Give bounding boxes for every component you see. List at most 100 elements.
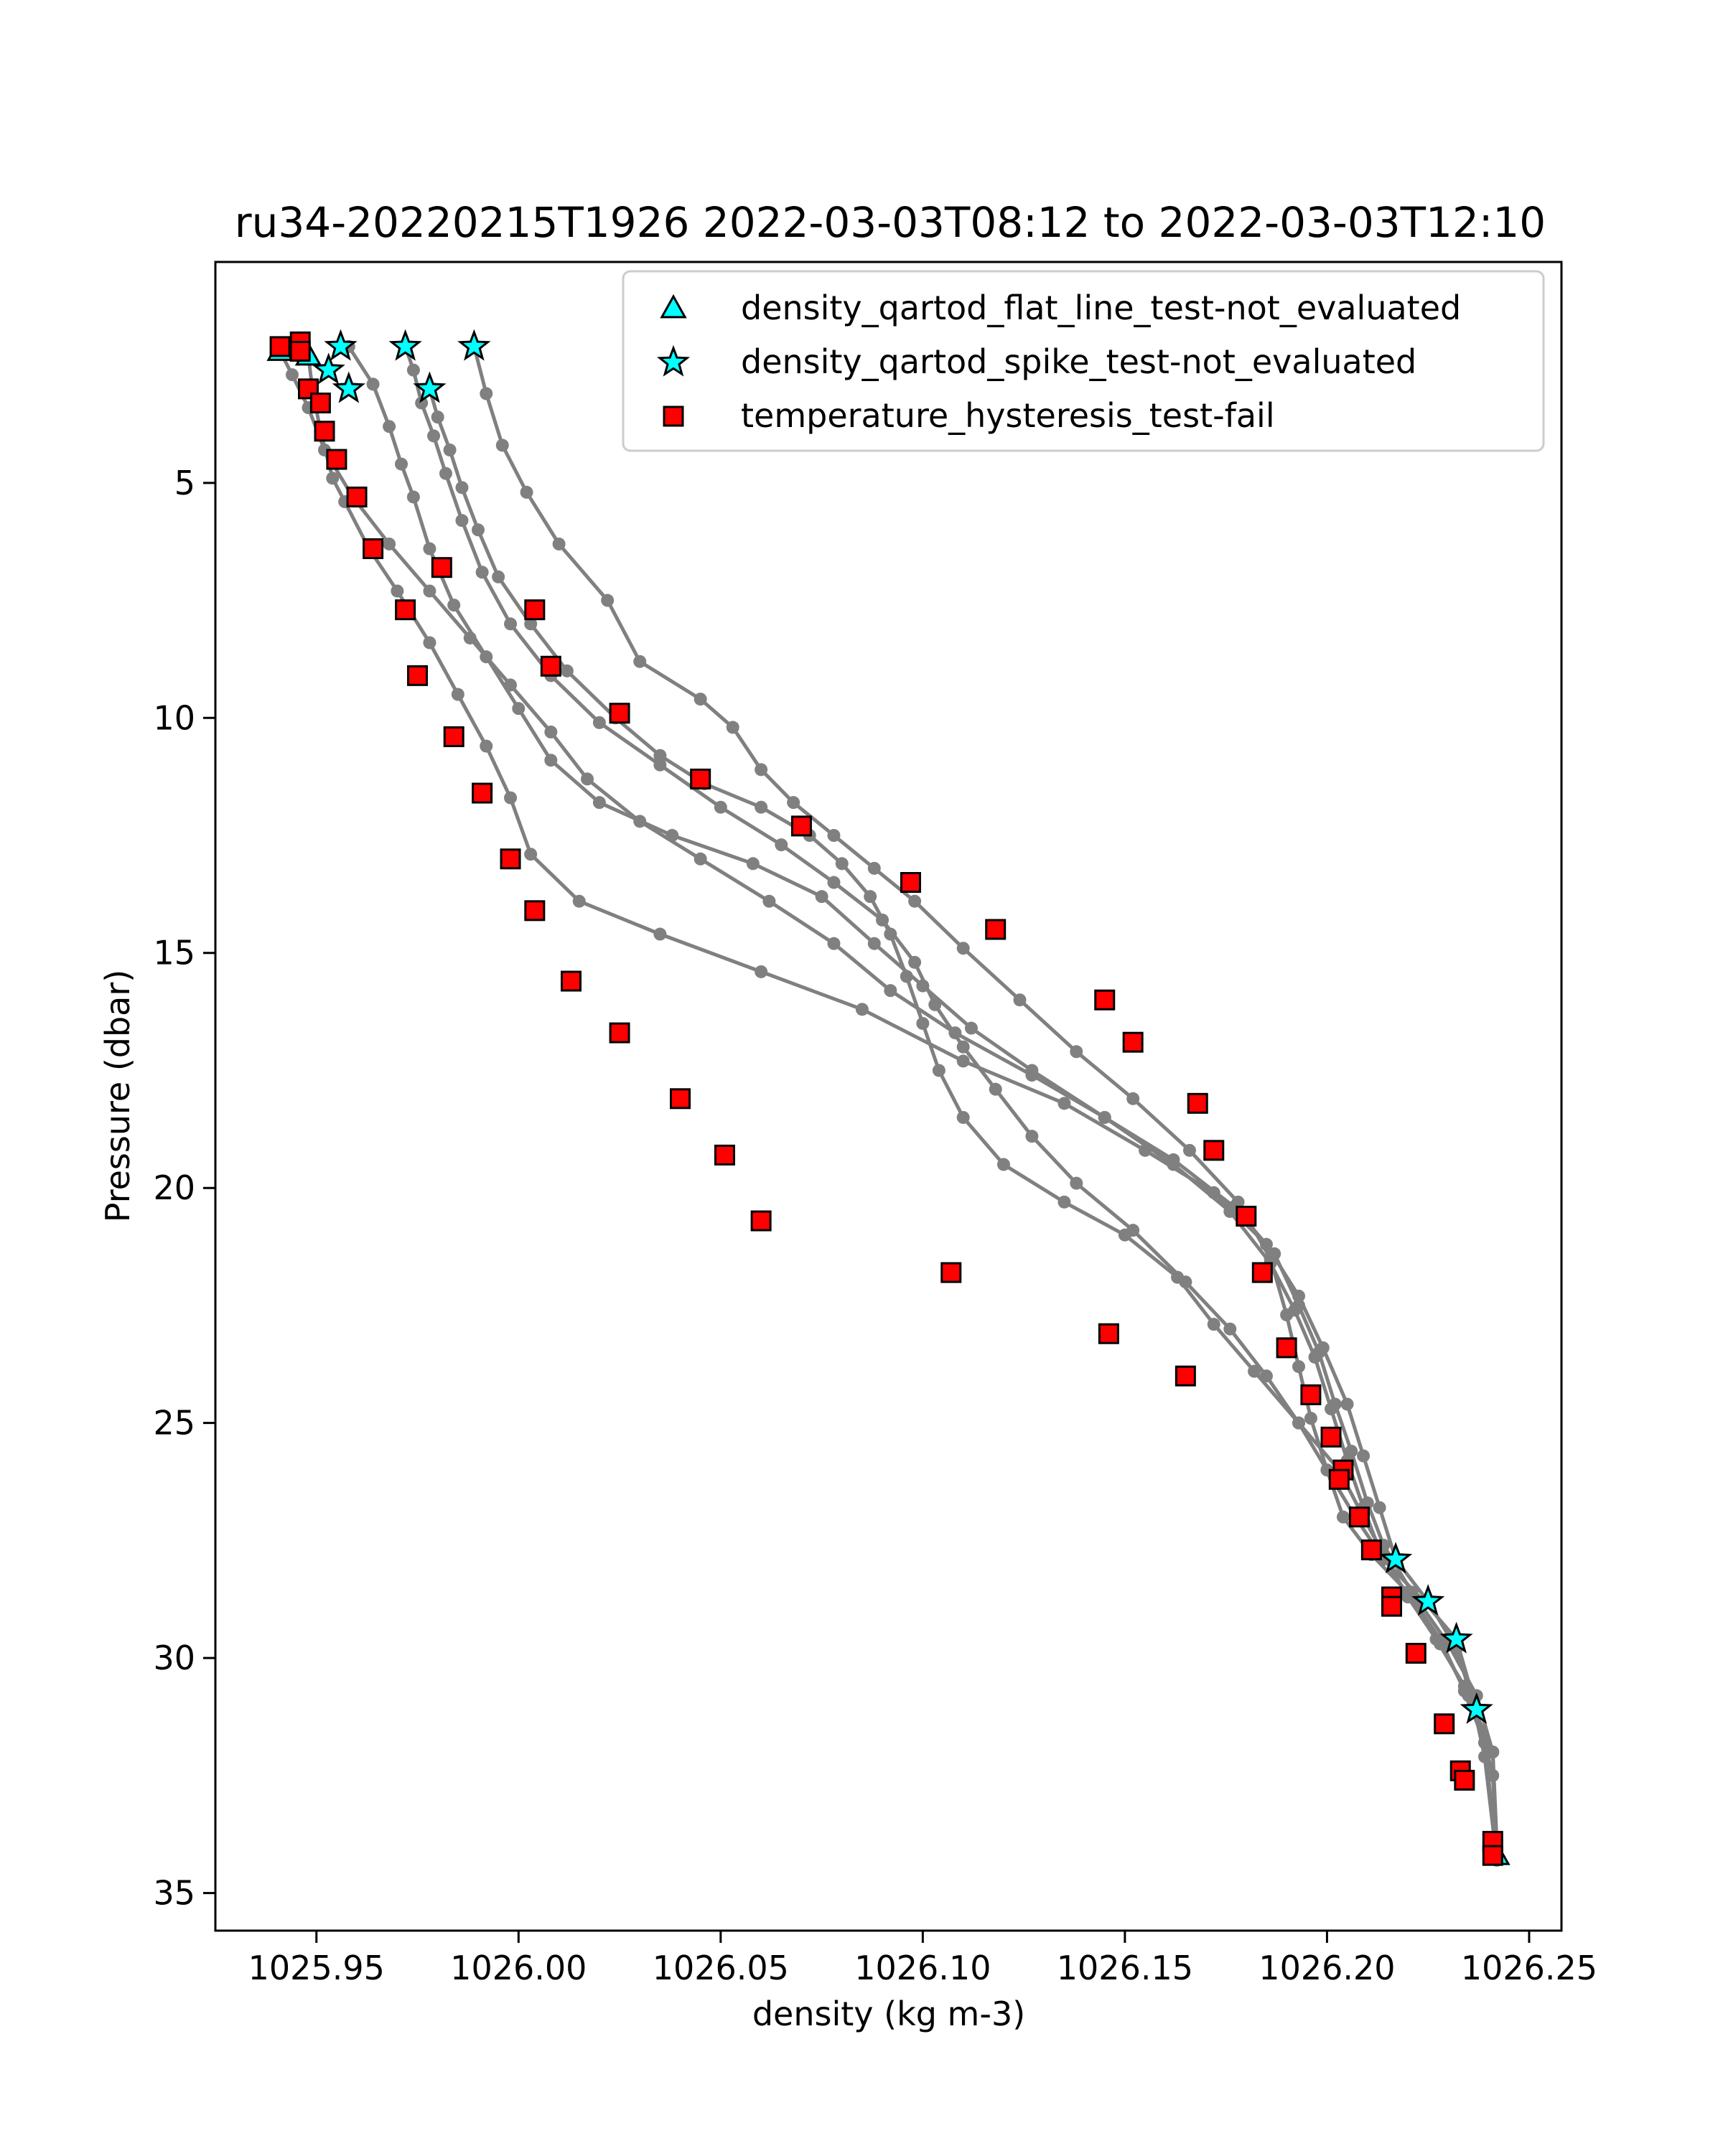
x-tick-label: 1026.15: [1057, 1949, 1193, 1987]
marker-square: [750, 1210, 772, 1232]
profile-point: [423, 542, 436, 556]
marker-star: [1379, 1542, 1413, 1574]
legend-label-hysteresis: temperature_hysteresis_test-fail: [741, 396, 1275, 435]
profile-point: [480, 650, 493, 664]
profile-point: [827, 937, 841, 950]
profile-point: [908, 894, 922, 908]
marker-square: [560, 970, 582, 992]
x-tick-label: 1026.05: [653, 1949, 789, 1987]
marker-square: [940, 1262, 962, 1283]
marker-square: [1360, 1539, 1382, 1561]
profile-point: [1182, 1143, 1196, 1157]
profile-point: [1057, 1097, 1071, 1110]
marker-square: [1320, 1426, 1342, 1448]
profile-point: [1025, 1130, 1039, 1143]
profile-point: [815, 890, 828, 904]
marker-square: [395, 599, 416, 621]
marker-square: [714, 1144, 735, 1166]
marker-square: [363, 538, 384, 560]
marker-square: [309, 392, 331, 413]
legend-label-spike: density_qartod_spike_test-not_evaluated: [741, 342, 1416, 381]
profile-point: [755, 763, 768, 777]
profile-point: [1264, 1252, 1277, 1265]
profile-point: [1373, 1501, 1386, 1514]
profile-point: [471, 523, 485, 537]
profile-point: [475, 566, 489, 579]
marker-square: [1236, 1206, 1257, 1227]
y-tick-label: 25: [153, 1404, 195, 1443]
marker-square: [269, 336, 291, 357]
profile-point: [867, 861, 881, 875]
profile-point: [391, 584, 404, 598]
profile-point: [867, 937, 881, 950]
profile-point: [415, 396, 429, 410]
marker-square: [431, 557, 452, 578]
profile-point: [1248, 1364, 1261, 1378]
y-tick-label: 30: [153, 1639, 195, 1677]
marker-square: [1203, 1140, 1225, 1161]
profile-point: [956, 1110, 970, 1124]
x-axis: 1025.95 1026.00 1026.05 1026.10 1026.15 1026.…: [248, 1931, 1597, 1987]
profile-point: [285, 368, 299, 382]
marker-square: [314, 421, 335, 442]
marker-square: [790, 815, 812, 837]
profile-point: [581, 772, 594, 786]
profile-point: [383, 420, 396, 433]
x-axis-label: density (kg m-3): [752, 1995, 1025, 2033]
y-tick-label: 15: [153, 934, 195, 972]
profile-point: [455, 514, 469, 528]
profile-point: [1207, 1318, 1220, 1331]
profile-point: [406, 490, 420, 504]
profile-point: [326, 472, 340, 485]
legend-label-flat-line: density_qartod_flat_line_test-not_evalua…: [741, 289, 1461, 327]
profile-point: [726, 721, 739, 734]
profile-point: [827, 876, 841, 889]
profile-point: [1070, 1176, 1083, 1190]
profile-point: [1325, 1402, 1338, 1416]
y-tick-label: 35: [153, 1874, 195, 1913]
marker-square: [407, 665, 429, 686]
profile-point: [1098, 1110, 1111, 1124]
marker-square: [609, 703, 630, 724]
profile-point: [1171, 1270, 1185, 1284]
profile-point: [423, 584, 436, 598]
profile-point: [1118, 1228, 1131, 1242]
profile-point: [1478, 1736, 1492, 1750]
profile-point: [455, 481, 469, 495]
profile-point: [996, 1158, 1010, 1171]
profile-point: [694, 693, 707, 706]
profile-point: [544, 725, 558, 739]
marker-square: [346, 486, 368, 507]
y-tick-label: 20: [153, 1168, 195, 1207]
marker-square: [1482, 1845, 1503, 1866]
profile-point: [431, 411, 444, 424]
legend: density_qartod_flat_line_test-not_evalua…: [622, 270, 1545, 452]
marker-square: [1122, 1031, 1144, 1053]
profile-point: [956, 1054, 970, 1068]
profile-point: [492, 570, 505, 583]
profile-point: [480, 739, 493, 753]
chart-title: ru34-20220215T1926 2022-03-03T08:12 to 2…: [235, 198, 1546, 247]
marker-star: [1439, 1621, 1473, 1654]
profile-point: [1457, 1684, 1471, 1697]
marker-square: [1187, 1092, 1208, 1114]
marker-star: [388, 329, 422, 361]
x-tick-label: 1026.25: [1461, 1949, 1597, 1987]
marker-square: [1098, 1323, 1119, 1344]
profile-point: [900, 970, 913, 983]
profile-point: [601, 594, 615, 607]
profile-point: [544, 754, 558, 767]
profile-point: [633, 655, 647, 668]
y-axis-label: Pressure (dbar): [98, 970, 137, 1222]
marker-square: [472, 782, 493, 804]
marker-square: [609, 1022, 630, 1044]
profile-point: [366, 378, 380, 391]
profile-point: [395, 457, 408, 471]
marker-square: [690, 768, 711, 789]
legend-swatch-star: [656, 345, 691, 377]
marker-square: [326, 449, 347, 470]
profile-point: [855, 1003, 869, 1016]
profile-point: [714, 800, 727, 814]
